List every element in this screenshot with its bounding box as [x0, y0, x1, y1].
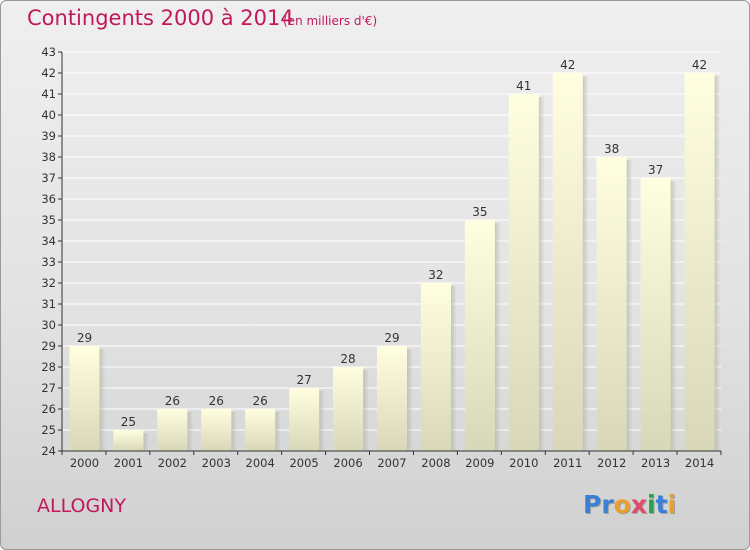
bar-shadow	[494, 223, 501, 451]
x-tick-label: 2006	[333, 456, 362, 470]
y-tick-label: 39	[41, 129, 56, 143]
bar-shadow	[231, 412, 238, 451]
bar-shadow	[99, 349, 106, 451]
logo-letter: P	[583, 490, 602, 519]
bar	[420, 283, 451, 451]
y-tick-label: 31	[41, 297, 56, 311]
bar	[157, 409, 188, 451]
data-label: 38	[604, 142, 619, 156]
y-tick-label: 32	[41, 276, 56, 290]
bar	[245, 409, 276, 451]
x-tick-label: 2011	[553, 456, 582, 470]
bar	[377, 346, 407, 451]
data-label: 41	[516, 79, 531, 93]
bar-shadow	[407, 349, 413, 451]
bar	[640, 178, 671, 451]
data-label: 28	[340, 352, 355, 366]
x-tick-label: 2002	[158, 456, 187, 470]
bar	[113, 430, 144, 451]
y-tick-label: 43	[41, 45, 56, 59]
logo-letter: r	[601, 490, 614, 519]
data-label: 29	[77, 331, 92, 345]
logo-letter: o	[613, 490, 631, 519]
proxiti-logo[interactable]: Proxiti	[583, 490, 676, 519]
bar-shadow	[582, 76, 589, 451]
data-label: 26	[209, 394, 224, 408]
logo-letter: x	[630, 490, 647, 519]
bar-shadow	[187, 412, 194, 451]
y-tick-label: 36	[41, 192, 56, 206]
data-label: 27	[296, 373, 311, 387]
bar-shadow	[714, 76, 721, 451]
y-tick-label: 29	[41, 339, 56, 353]
bar	[69, 346, 100, 451]
y-tick-label: 27	[41, 381, 56, 395]
x-tick-label: 2005	[289, 456, 318, 470]
bar-shadow	[538, 97, 545, 451]
bar-shadow	[143, 433, 150, 451]
chart-title: Contingents 2000 à 2014	[27, 6, 294, 30]
x-tick-label: 2004	[246, 456, 275, 470]
axes: 24 25 26 27 28 29 30 31 32 33 34 35 36 37 38 39 40 41 42 43…	[41, 45, 722, 470]
bar-shadow	[450, 286, 457, 451]
bar-shadow	[670, 181, 677, 451]
data-label: 29	[384, 331, 399, 345]
y-tick-label: 35	[41, 213, 56, 227]
bars	[69, 73, 721, 451]
y-tick-label: 26	[41, 402, 56, 416]
logo-letter: i	[647, 490, 656, 519]
data-label: 26	[253, 394, 268, 408]
y-tick-label: 37	[41, 171, 56, 185]
x-tick-label: 2009	[465, 456, 494, 470]
x-tick-label: 2008	[421, 456, 450, 470]
x-tick-label: 2001	[114, 456, 143, 470]
bar-shadow	[275, 412, 282, 451]
bar	[552, 73, 583, 451]
bar	[464, 220, 495, 451]
y-tick-label: 30	[41, 318, 56, 332]
x-tick-label: 2003	[202, 456, 231, 470]
data-label: 37	[648, 163, 663, 177]
place-label: ALLOGNY	[37, 495, 126, 517]
bar	[596, 157, 627, 451]
x-tick-label: 2012	[597, 456, 626, 470]
data-label: 32	[428, 268, 443, 282]
data-label: 35	[472, 205, 487, 219]
y-tick-label: 41	[41, 87, 56, 101]
y-tick-label: 40	[41, 108, 56, 122]
y-tick-label: 38	[41, 150, 56, 164]
y-tick-label: 34	[41, 234, 56, 248]
data-label: 25	[121, 415, 136, 429]
y-tick-label: 28	[41, 360, 56, 374]
bar-shadow	[363, 370, 370, 451]
y-tick-label: 42	[41, 66, 56, 80]
y-tick-label: 24	[41, 444, 56, 458]
bar	[508, 94, 539, 451]
x-tick-label: 2000	[70, 456, 99, 470]
data-labels: 29 25 26 26 26 27 28 29 32 35 41 42 38 37 42	[77, 58, 707, 429]
bar	[684, 73, 715, 451]
bar	[289, 388, 320, 451]
data-label: 42	[560, 58, 575, 72]
x-tick-label: 2014	[685, 456, 714, 470]
bar	[201, 409, 232, 451]
logo-letter: i	[667, 490, 677, 519]
x-tick-label: 2013	[641, 456, 670, 470]
bar-shadow	[319, 391, 326, 451]
data-label: 42	[692, 58, 707, 72]
bar-shadow	[626, 160, 633, 451]
logo-letter: t	[655, 490, 668, 519]
y-tick-label: 25	[41, 423, 56, 437]
x-tick-label: 2007	[377, 456, 406, 470]
bar	[333, 367, 364, 451]
chart-subtitle: (en milliers d'€)	[283, 14, 378, 28]
data-label: 26	[165, 394, 180, 408]
x-tick-label: 2010	[509, 456, 538, 470]
y-tick-label: 33	[41, 255, 56, 269]
